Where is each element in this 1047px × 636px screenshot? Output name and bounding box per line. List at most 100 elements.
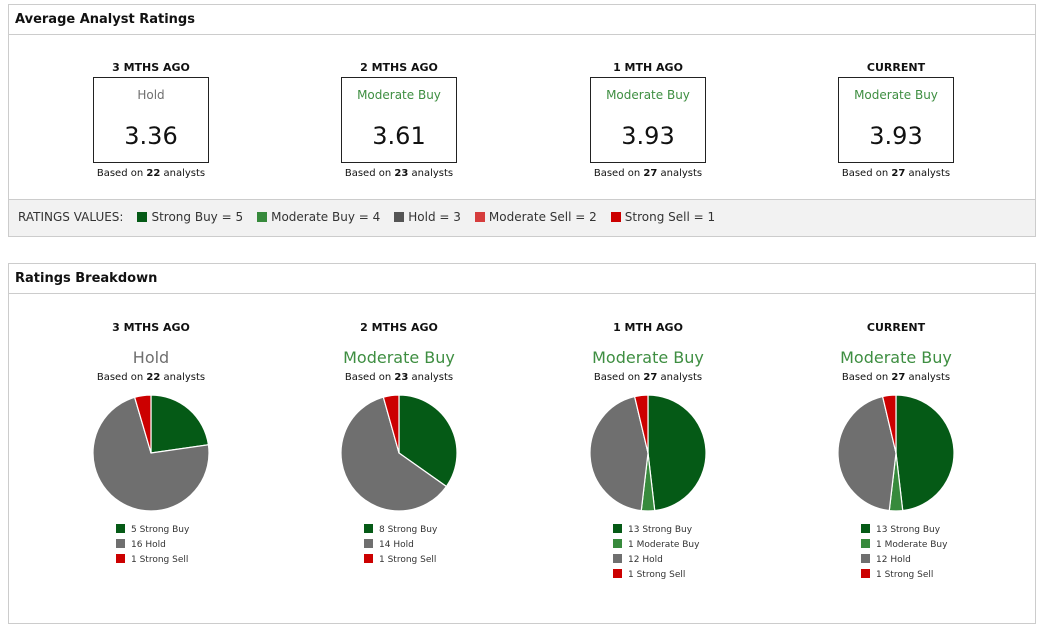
legend-swatch bbox=[364, 539, 373, 548]
analyst-count: Based on 22 analysts bbox=[96, 372, 206, 383]
legend-swatch bbox=[861, 569, 870, 578]
pie-legend: 8 Strong Buy 14 Hold 1 Strong Sell bbox=[324, 523, 474, 568]
rating-label: Moderate Buy bbox=[854, 88, 938, 102]
analyst-number: 23 bbox=[394, 372, 409, 383]
pie-slice bbox=[895, 394, 955, 512]
pie-slice bbox=[633, 394, 649, 454]
legend-swatch bbox=[613, 569, 622, 578]
legend-swatch bbox=[861, 524, 870, 533]
legend-swatch bbox=[364, 554, 373, 563]
ratings-pie-chart bbox=[589, 394, 707, 512]
breakdown-card: 1 MTH AGO Moderate Buy Based on 27 analyst… bbox=[528, 321, 768, 583]
pie-slice bbox=[92, 396, 210, 512]
average-rating-card: 1 MTH AGO Moderate Buy 3.93 Based on 27 ana… bbox=[528, 61, 768, 179]
pie-legend-item: 1 Strong Sell bbox=[364, 553, 474, 568]
period-label: 1 MTH AGO bbox=[613, 61, 683, 74]
pie-slice bbox=[837, 395, 897, 512]
legend-item: Moderate Sell = 2 bbox=[474, 210, 597, 224]
analyst-count: Based on 27 analysts bbox=[841, 372, 951, 383]
rating-box: Moderate Buy 3.93 bbox=[590, 77, 706, 163]
pie-legend-item: 1 Moderate Buy bbox=[613, 538, 723, 553]
period-label: 1 MTH AGO bbox=[613, 321, 683, 334]
period-label: CURRENT bbox=[866, 61, 926, 74]
legend-swatch bbox=[610, 212, 621, 222]
ratings-pie-chart bbox=[340, 394, 458, 512]
analyst-number: 27 bbox=[643, 372, 658, 383]
legend-item: Hold = 3 bbox=[394, 210, 461, 224]
analyst-number: 23 bbox=[394, 168, 409, 179]
breakdown-card: CURRENT Moderate Buy Based on 27 analysts 1… bbox=[776, 321, 1016, 583]
analyst-number: 27 bbox=[891, 168, 906, 179]
pie-legend-item: 1 Strong Sell bbox=[116, 553, 226, 568]
legend-title: RATINGS VALUES: bbox=[18, 210, 124, 224]
pie-slice bbox=[133, 394, 152, 454]
rating-label: Hold bbox=[132, 348, 170, 367]
ratings-pie-chart bbox=[92, 394, 210, 512]
pie-legend-item: 13 Strong Buy bbox=[861, 523, 971, 538]
rating-value: 3.93 bbox=[621, 122, 675, 150]
ratings-pie-chart bbox=[837, 394, 955, 512]
pie-slice bbox=[150, 394, 210, 454]
pie-legend-item: 8 Strong Buy bbox=[364, 523, 474, 538]
rating-label: Hold bbox=[137, 88, 165, 102]
average-rating-card: CURRENT Moderate Buy 3.93 Based on 27 analy… bbox=[776, 61, 1016, 179]
pie-slice bbox=[647, 394, 707, 512]
analyst-number: 22 bbox=[146, 168, 161, 179]
legend-swatch bbox=[116, 539, 125, 548]
legend-item: Strong Sell = 1 bbox=[610, 210, 715, 224]
pie-legend-item: 16 Hold bbox=[116, 538, 226, 553]
rating-box: Moderate Buy 3.61 bbox=[341, 77, 457, 163]
pie-legend: 5 Strong Buy 16 Hold 1 Strong Sell bbox=[76, 523, 226, 568]
rating-value: 3.61 bbox=[372, 122, 426, 150]
analyst-count: Based on 27 analysts bbox=[841, 168, 951, 179]
legend-swatch bbox=[861, 539, 870, 548]
rating-value: 3.36 bbox=[124, 122, 178, 150]
analyst-count: Based on 27 analysts bbox=[593, 372, 703, 383]
legend-swatch bbox=[257, 212, 268, 222]
analyst-number: 27 bbox=[891, 372, 906, 383]
rating-label: Moderate Buy bbox=[592, 348, 704, 367]
rating-label: Moderate Buy bbox=[606, 88, 690, 102]
legend-item: Moderate Buy = 4 bbox=[257, 210, 380, 224]
legend-swatch bbox=[116, 554, 125, 563]
pie-slice bbox=[382, 394, 400, 454]
period-label: 2 MTHS AGO bbox=[360, 321, 438, 334]
analyst-number: 27 bbox=[643, 168, 658, 179]
pie-legend-item: 1 Strong Sell bbox=[861, 568, 971, 583]
pie-legend: 13 Strong Buy 1 Moderate Buy 12 Hold 1 Stro… bbox=[821, 523, 971, 583]
legend-swatch bbox=[861, 554, 870, 563]
breakdown-card: 3 MTHS AGO Hold Based on 22 analysts 5 Stro… bbox=[31, 321, 271, 568]
pie-slice bbox=[398, 394, 458, 488]
ratings-values-legend: RATINGS VALUES: Strong Buy = 5 Moderate Bu… bbox=[9, 199, 1035, 236]
rating-label: Moderate Buy bbox=[840, 348, 952, 367]
average-ratings-panel: Average Analyst Ratings 3 MTHS AGO Hold 3.… bbox=[8, 4, 1036, 237]
pie-legend-item: 5 Strong Buy bbox=[116, 523, 226, 538]
period-label: 3 MTHS AGO bbox=[112, 321, 190, 334]
rating-label: Moderate Buy bbox=[343, 348, 455, 367]
analyst-count: Based on 22 analysts bbox=[96, 168, 206, 179]
rating-box: Hold 3.36 bbox=[93, 77, 209, 163]
pie-legend-item: 12 Hold bbox=[613, 553, 723, 568]
panel-title: Average Analyst Ratings bbox=[9, 5, 1035, 35]
pie-legend-item: 1 Strong Sell bbox=[613, 568, 723, 583]
period-label: 2 MTHS AGO bbox=[360, 61, 438, 74]
panel-title: Ratings Breakdown bbox=[9, 264, 1035, 294]
pie-slice bbox=[589, 395, 649, 512]
average-rating-card: 2 MTHS AGO Moderate Buy 3.61 Based on 23 an… bbox=[279, 61, 519, 179]
ratings-breakdown-panel: Ratings Breakdown 3 MTHS AGO Hold Based on… bbox=[8, 263, 1036, 624]
legend-swatch bbox=[613, 554, 622, 563]
pie-slice bbox=[881, 394, 897, 454]
legend-swatch bbox=[474, 212, 485, 222]
analyst-count: Based on 23 analysts bbox=[344, 168, 454, 179]
legend-swatch bbox=[613, 524, 622, 533]
rating-box: Moderate Buy 3.93 bbox=[838, 77, 954, 163]
analyst-count: Based on 23 analysts bbox=[344, 372, 454, 383]
pie-legend: 13 Strong Buy 1 Moderate Buy 12 Hold 1 Stro… bbox=[573, 523, 723, 583]
legend-swatch bbox=[613, 539, 622, 548]
rating-value: 3.93 bbox=[869, 122, 923, 150]
legend-swatch bbox=[137, 212, 148, 222]
pie-legend-item: 14 Hold bbox=[364, 538, 474, 553]
analyst-number: 22 bbox=[146, 372, 161, 383]
legend-swatch bbox=[116, 524, 125, 533]
legend-swatch bbox=[394, 212, 405, 222]
